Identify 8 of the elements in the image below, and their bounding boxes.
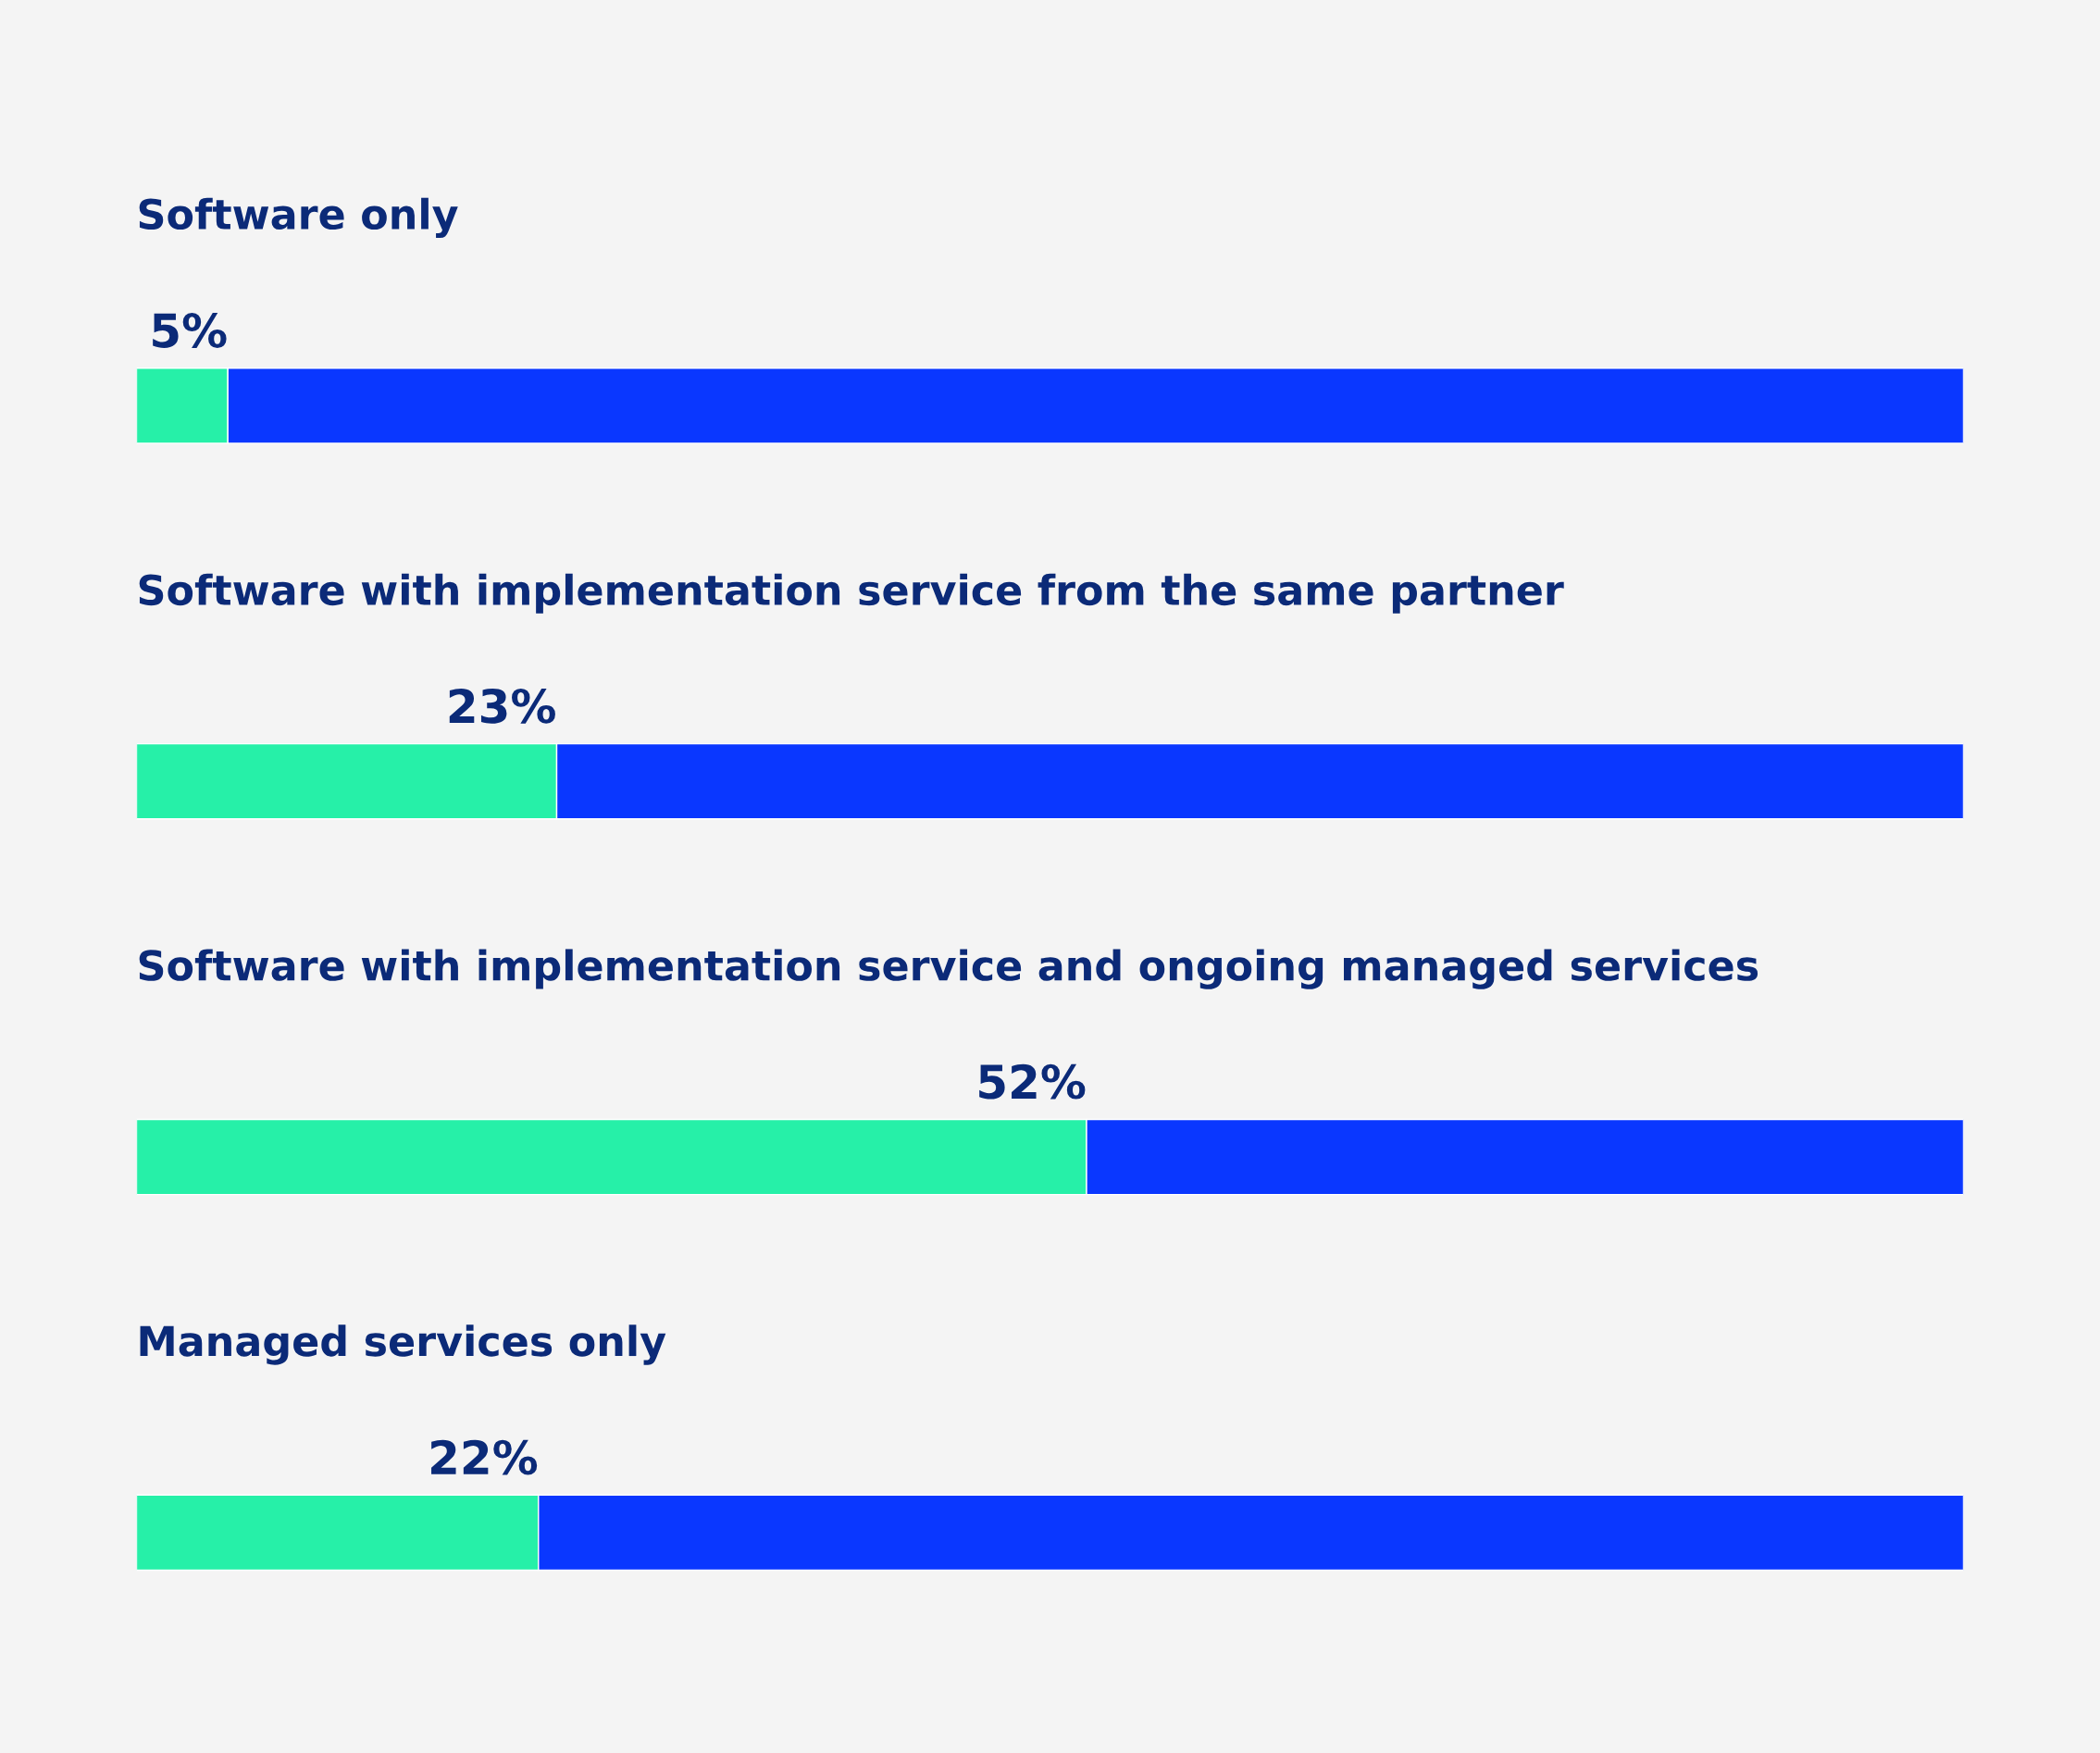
y-tick-label: Software only (139, 197, 458, 239)
y-tick-label: Software with implementation service and ongoing managed services (139, 949, 1758, 989)
y-tick-label: Software with implementation service from the same partner (139, 573, 1564, 614)
data-label: 5% (153, 313, 227, 348)
data-label: 52% (979, 1063, 1086, 1100)
data-label: 22% (431, 1439, 538, 1475)
data-label: 23% (449, 688, 555, 724)
y-tick-label: Managed services only (140, 1324, 666, 1365)
